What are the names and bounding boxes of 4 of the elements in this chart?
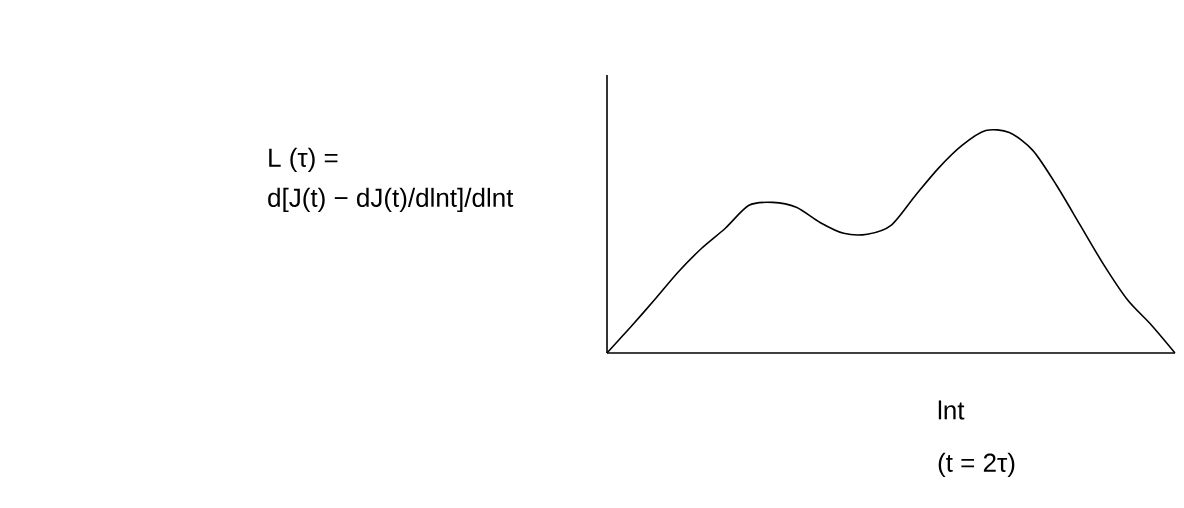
text: d[J(t) − dJ(t)/dlnt]/dlnt: [268, 187, 514, 213]
text: L (τ) =: [269, 147, 338, 173]
x-axis-title: lnt: [938, 400, 965, 420]
text: (t = 2τ): [938, 452, 1015, 478]
